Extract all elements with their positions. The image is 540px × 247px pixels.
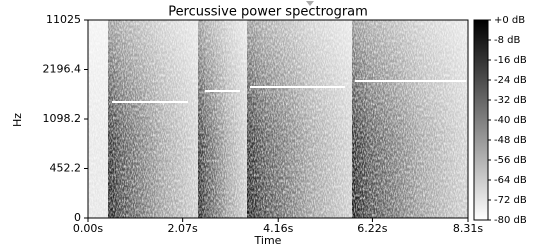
y-tick-label: 1098.2 (43, 112, 82, 125)
colorbar-tick-label: -40 dB (494, 115, 527, 126)
chart: Percussive power spectrogram Time Hz 0.0… (0, 0, 540, 247)
colorbar-tick-label: -56 dB (494, 155, 527, 166)
y-tick-label: 11025 (46, 13, 81, 26)
chart-title: Percussive power spectrogram (168, 5, 368, 20)
x-tick-label: 6.22s (357, 222, 387, 235)
x-tick-label: 2.07s (168, 222, 198, 235)
colorbar-tick-label: -16 dB (494, 55, 527, 66)
colorbar-tick-label: -64 dB (494, 175, 527, 186)
colorbar-tick-label: -80 dB (494, 215, 527, 226)
colorbar-tick-label: -32 dB (494, 95, 527, 106)
x-axis-label: Time (254, 234, 282, 247)
colorbar-tick-label: -72 dB (494, 195, 527, 206)
colorbar-tick-label: -24 dB (494, 75, 527, 86)
colorbar (474, 20, 488, 220)
colorbar-tick-label: -8 dB (494, 35, 520, 46)
x-tick-label: 8.31s (453, 222, 483, 235)
colorbar-tick-label: +0 dB (494, 15, 525, 26)
colorbar-tick-label: -48 dB (494, 135, 527, 146)
spectrogram-image (88, 20, 468, 218)
x-tick-label: 4.16s (263, 222, 293, 235)
y-tick-label: 2196.4 (43, 63, 82, 76)
page: {"chart_data": {"type": "spectrogram", "… (0, 0, 540, 247)
y-axis-label: Hz (11, 113, 24, 127)
y-tick-label: 0 (74, 211, 81, 224)
y-tick-label: 452.2 (50, 162, 82, 175)
